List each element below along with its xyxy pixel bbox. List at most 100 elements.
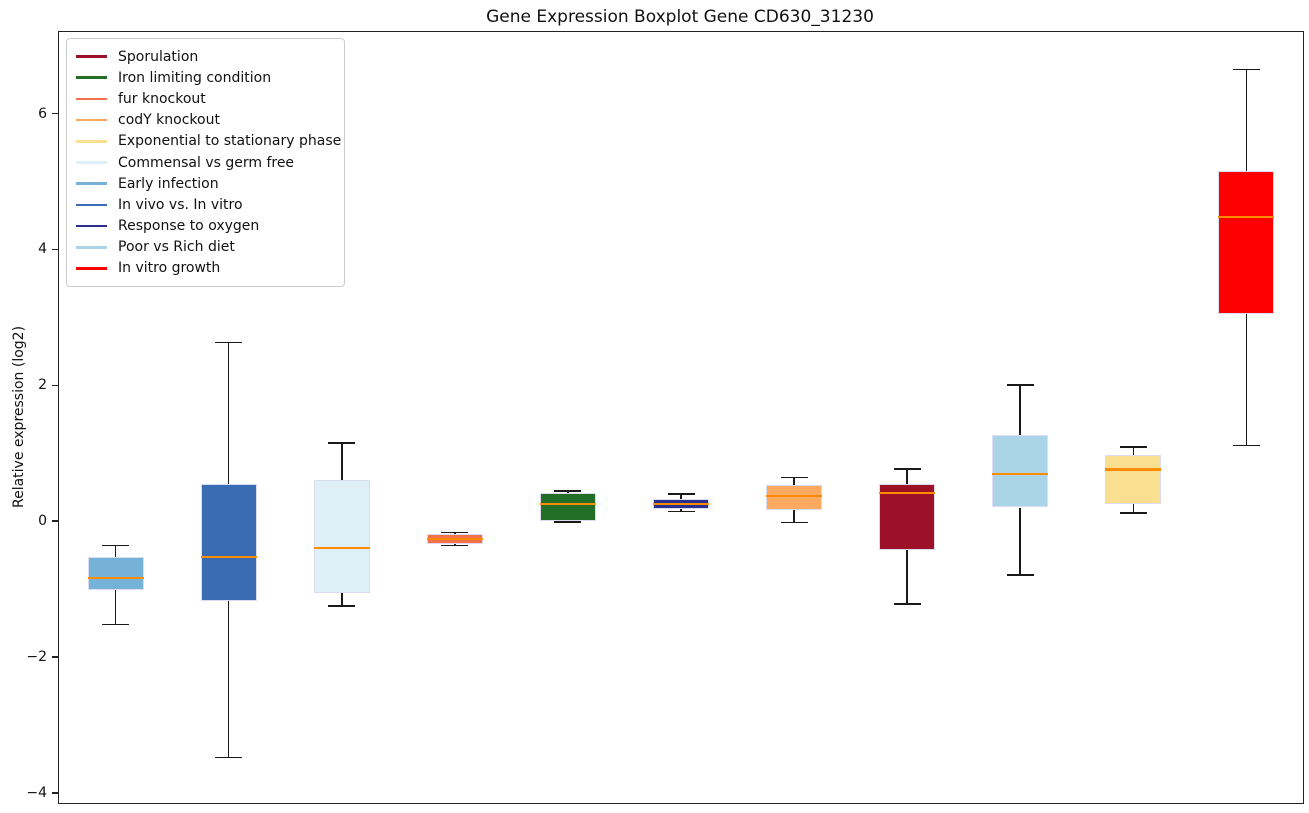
y-tick-mark-5	[52, 112, 59, 115]
legend-label-sporulation: Sporulation	[118, 48, 199, 65]
box-cody-knockout	[766, 485, 823, 510]
whisker-top-sporulation	[906, 468, 908, 485]
legend-entry-sporulation: Sporulation	[76, 46, 334, 67]
whisker-bottom-early-infection	[114, 590, 117, 625]
whisker-cap-top-in-vitro-growth	[1232, 68, 1260, 71]
whisker-cap-bottom-poor-vs-rich-diet	[1006, 573, 1034, 576]
legend-entry-response-to-oxygen: Response to oxygen	[76, 216, 334, 237]
whisker-top-response-to-oxygen	[680, 493, 682, 499]
whisker-cap-bottom-iron-limiting-condition	[554, 520, 582, 523]
whisker-cap-bottom-exponential-to-stationary-phase	[1119, 512, 1147, 514]
y-tick-label-1: −2	[26, 648, 47, 665]
y-tick-label-3: 2	[38, 377, 47, 394]
median-in-vitro-growth	[1218, 215, 1275, 218]
median-sporulation	[879, 492, 936, 495]
box-poor-vs-rich-diet	[992, 434, 1049, 508]
median-exponential-to-stationary-phase	[1105, 468, 1162, 471]
whisker-cap-bottom-cody-knockout	[780, 521, 808, 524]
y-tick-mark-0	[52, 792, 59, 794]
whisker-cap-top-commensal-vs-germ-free	[328, 442, 356, 444]
legend-label-in-vivo-vs-in-vitro: In vivo vs. In vitro	[118, 196, 243, 213]
box-sporulation	[879, 484, 936, 551]
median-iron-limiting-condition	[539, 503, 596, 506]
legend-swatch-in-vitro-growth	[76, 267, 107, 270]
whisker-top-in-vitro-growth	[1245, 69, 1248, 172]
whisker-bottom-poor-vs-rich-diet	[1019, 507, 1022, 575]
whisker-cap-bottom-sporulation	[893, 603, 921, 605]
whisker-top-poor-vs-rich-diet	[1019, 385, 1022, 435]
y-axis-label: Relative expression (log2)	[11, 325, 27, 508]
whisker-top-commensal-vs-germ-free	[340, 442, 343, 480]
median-poor-vs-rich-diet	[992, 473, 1049, 476]
legend-label-iron-limiting-condition: Iron limiting condition	[118, 69, 272, 86]
legend-label-in-vitro-growth: In vitro growth	[118, 260, 221, 277]
legend-label-fur-knockout: fur knockout	[118, 90, 206, 107]
box-in-vivo-vs-in-vitro	[200, 484, 257, 601]
whisker-bottom-cody-knockout	[793, 509, 795, 523]
whisker-cap-top-in-vivo-vs-in-vitro	[215, 341, 243, 344]
whisker-bottom-exponential-to-stationary-phase	[1132, 504, 1135, 513]
whisker-bottom-commensal-vs-germ-free	[340, 593, 343, 606]
legend-label-early-infection: Early infection	[118, 175, 219, 192]
legend-entry-cody-knockout: codY knockout	[76, 110, 334, 131]
whisker-top-cody-knockout	[793, 477, 795, 486]
legend-label-commensal-vs-germ-free: Commensal vs germ free	[118, 154, 295, 171]
legend-swatch-fur-knockout	[76, 97, 107, 101]
whisker-top-exponential-to-stationary-phase	[1132, 447, 1135, 455]
y-tick-mark-3	[52, 384, 59, 386]
whisker-top-early-infection	[114, 545, 117, 558]
median-commensal-vs-germ-free	[313, 547, 370, 550]
whisker-top-in-vivo-vs-in-vitro	[227, 342, 230, 485]
legend-entry-early-infection: Early infection	[76, 173, 334, 194]
y-tick-label-0: −4	[26, 784, 47, 801]
whisker-bottom-in-vitro-growth	[1245, 313, 1248, 446]
chart-title: Gene Expression Boxplot Gene CD630_31230	[486, 7, 874, 27]
legend-swatch-response-to-oxygen	[76, 224, 107, 228]
whisker-cap-bottom-in-vivo-vs-in-vitro	[215, 756, 243, 759]
whisker-cap-bottom-in-vitro-growth	[1232, 444, 1260, 447]
whisker-bottom-response-to-oxygen	[680, 508, 682, 512]
whisker-cap-bottom-response-to-oxygen	[667, 510, 695, 513]
whisker-cap-bottom-early-infection	[102, 623, 130, 626]
legend-swatch-poor-vs-rich-diet	[76, 245, 107, 249]
legend-swatch-commensal-vs-germ-free	[76, 161, 107, 164]
legend-entry-poor-vs-rich-diet: Poor vs Rich diet	[76, 237, 334, 258]
whisker-cap-top-fur-knockout	[441, 531, 469, 534]
legend-swatch-sporulation	[76, 55, 107, 58]
median-in-vivo-vs-in-vitro	[200, 555, 257, 559]
whisker-cap-top-sporulation	[893, 467, 921, 470]
y-tick-mark-1	[52, 656, 59, 658]
y-tick-label-2: 0	[38, 513, 47, 530]
y-tick-label-4: 4	[38, 241, 47, 258]
median-early-infection	[87, 577, 144, 580]
legend-entry-in-vitro-growth: In vitro growth	[76, 258, 334, 279]
legend-entry-exponential-to-stationary-phase: Exponential to stationary phase	[76, 131, 341, 152]
y-tick-label-5: 6	[38, 105, 47, 122]
median-response-to-oxygen	[653, 503, 709, 506]
y-tick-mark-2	[52, 520, 59, 522]
legend-swatch-iron-limiting-condition	[76, 76, 107, 80]
whisker-bottom-sporulation	[906, 550, 908, 604]
median-fur-knockout	[426, 537, 483, 540]
legend-entry-commensal-vs-germ-free: Commensal vs germ free	[76, 152, 334, 173]
whisker-cap-top-response-to-oxygen	[667, 493, 695, 495]
legend-swatch-cody-knockout	[76, 118, 107, 122]
box-early-infection	[87, 557, 144, 591]
whisker-cap-top-iron-limiting-condition	[554, 490, 582, 492]
whisker-cap-top-exponential-to-stationary-phase	[1119, 446, 1147, 448]
legend-entry-iron-limiting-condition: Iron limiting condition	[76, 67, 334, 88]
legend-entry-in-vivo-vs-in-vitro: In vivo vs. In vitro	[76, 194, 334, 215]
box-commensal-vs-germ-free	[313, 479, 370, 594]
whisker-cap-top-poor-vs-rich-diet	[1006, 384, 1034, 387]
legend-label-cody-knockout: codY knockout	[118, 112, 220, 129]
whisker-cap-bottom-commensal-vs-germ-free	[328, 605, 356, 607]
legend-label-poor-vs-rich-diet: Poor vs Rich diet	[118, 239, 235, 256]
legend: Sporulation Iron limiting condition fur kn…	[66, 38, 345, 288]
box-iron-limiting-condition	[539, 492, 596, 522]
legend-label-response-to-oxygen: Response to oxygen	[118, 218, 260, 235]
legend-label-exponential-to-stationary-phase: Exponential to stationary phase	[118, 133, 342, 150]
whisker-bottom-in-vivo-vs-in-vitro	[227, 600, 230, 758]
box-exponential-to-stationary-phase	[1105, 454, 1162, 505]
legend-swatch-exponential-to-stationary-phase	[76, 140, 107, 143]
legend-swatch-in-vivo-vs-in-vitro	[76, 203, 107, 207]
